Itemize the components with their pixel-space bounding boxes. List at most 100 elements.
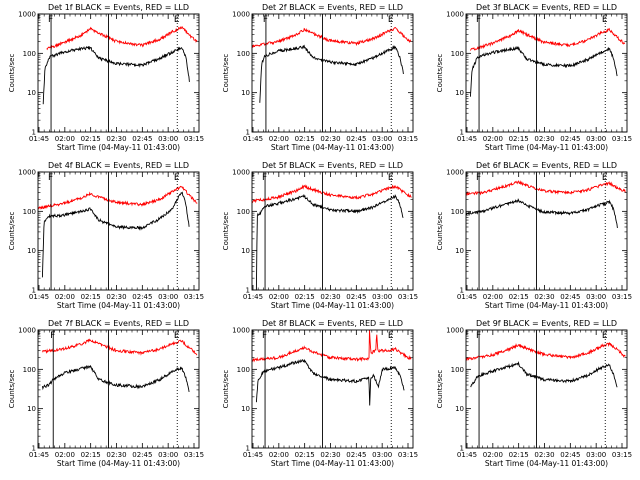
y-tick-label: 1 — [246, 129, 250, 137]
marker-label-e: E — [174, 173, 180, 183]
y-axis-label: Counts/sec — [222, 54, 230, 93]
y-tick-label: 1 — [246, 445, 250, 453]
marker-label-e: E — [174, 331, 180, 341]
x-tick-label: 03:00 — [586, 293, 606, 301]
chart-panel-3: Det 3f BLACK = Events, RED = LLD F E 1 10 100… — [436, 3, 632, 152]
chart-panel-1: Det 1f BLACK = Events, RED = LLD F E 1 10 100… — [8, 3, 204, 152]
y-tick-label: 100 — [23, 366, 36, 374]
chart-panel-7: Det 7f BLACK = Events, RED = LLD F E 1 10 100… — [8, 319, 204, 468]
y-tick-label: 10 — [455, 89, 464, 97]
x-tick-label: 02:45 — [132, 451, 152, 459]
x-tick-label: 02:15 — [295, 451, 315, 459]
x-tick-label: 01:45 — [457, 293, 477, 301]
y-tick-label: 10 — [455, 405, 464, 413]
x-tick-label: 02:00 — [483, 451, 503, 459]
y-tick-label: 100 — [237, 50, 250, 58]
series-group — [252, 330, 412, 406]
x-tick-label: 02:30 — [320, 135, 340, 143]
x-tick-label: 02:00 — [269, 293, 289, 301]
x-tick-label: 03:00 — [158, 293, 178, 301]
y-tick-label: 1 — [460, 129, 464, 137]
series-black-line — [469, 45, 618, 97]
y-tick-label: 10 — [241, 247, 250, 255]
plot-frame — [465, 329, 628, 449]
series-black-line — [255, 359, 405, 406]
marker-label-e: E — [388, 173, 394, 183]
x-tick-label: 03:15 — [612, 293, 632, 301]
marker-label-e: E — [388, 15, 394, 25]
y-tick-label: 1 — [32, 129, 36, 137]
series-black-line — [41, 191, 190, 278]
y-axis-label: Counts/sec — [436, 370, 444, 409]
plot-frame — [465, 171, 628, 291]
x-tick-label: 02:45 — [132, 135, 152, 143]
y-tick-label: 10 — [241, 405, 250, 413]
x-tick-label: 02:30 — [320, 451, 340, 459]
x-axis-label: Start Time (04-May-11 01:43:00) — [271, 301, 394, 310]
y-tick-label: 1000 — [18, 327, 36, 335]
marker-label-f: F — [50, 331, 55, 341]
x-tick-label: 02:30 — [534, 451, 554, 459]
x-tick-label: 02:30 — [106, 293, 126, 301]
x-tick-label: 02:30 — [106, 451, 126, 459]
x-tick-label: 02:00 — [483, 293, 503, 301]
x-tick-label: 02:45 — [132, 293, 152, 301]
x-tick-label: 02:45 — [560, 451, 580, 459]
marker-label-f: F — [262, 173, 267, 183]
y-tick-label: 1 — [460, 287, 464, 295]
series-group — [41, 338, 198, 392]
marker-label-f: F — [476, 173, 481, 183]
x-axis-label: Start Time (04-May-11 01:43:00) — [271, 143, 394, 152]
x-tick-label: 02:30 — [106, 135, 126, 143]
series-group — [466, 180, 626, 229]
x-tick-label: 03:00 — [586, 135, 606, 143]
x-tick-label: 02:15 — [509, 293, 529, 301]
chart-title: Det 7f BLACK = Events, RED = LLD — [48, 319, 189, 328]
x-axis-label: Start Time (04-May-11 01:43:00) — [485, 301, 608, 310]
series-black-line — [255, 193, 404, 290]
x-tick-label: 03:15 — [184, 293, 204, 301]
series-group — [38, 185, 198, 278]
series-black-line — [470, 361, 618, 388]
y-tick-label: 1 — [32, 287, 36, 295]
series-red-line — [41, 338, 198, 356]
series-red-line — [252, 184, 412, 204]
x-tick-label: 01:45 — [243, 451, 263, 459]
x-tick-label: 02:15 — [295, 135, 315, 143]
x-tick-label: 03:00 — [372, 135, 392, 143]
plot-frame — [37, 13, 200, 133]
x-tick-label: 03:00 — [158, 451, 178, 459]
y-tick-label: 1000 — [18, 169, 36, 177]
series-black-line — [42, 45, 190, 105]
y-tick-label: 1000 — [232, 327, 250, 335]
x-tick-label: 03:15 — [398, 293, 418, 301]
x-tick-label: 01:45 — [243, 293, 263, 301]
chart-panel-2: Det 2f BLACK = Events, RED = LLD F E 1 10 100… — [222, 3, 418, 152]
marker-label-e: E — [602, 331, 608, 341]
series-group — [42, 26, 198, 105]
y-tick-label: 100 — [451, 50, 464, 58]
series-black-line — [466, 198, 618, 229]
x-tick-label: 01:45 — [29, 135, 49, 143]
y-axis-label: Counts/sec — [222, 212, 230, 251]
x-tick-label: 01:45 — [243, 135, 263, 143]
x-tick-label: 01:45 — [29, 451, 49, 459]
chart-panel-4: Det 4f BLACK = Events, RED = LLD F E 1 10 100… — [8, 161, 204, 310]
x-tick-label: 02:00 — [55, 135, 75, 143]
x-tick-label: 03:15 — [612, 451, 632, 459]
x-tick-label: 02:00 — [269, 135, 289, 143]
y-tick-label: 10 — [27, 405, 36, 413]
y-axis-label: Counts/sec — [436, 212, 444, 251]
x-tick-label: 02:00 — [483, 135, 503, 143]
chart-title: Det 2f BLACK = Events, RED = LLD — [262, 3, 403, 12]
x-tick-label: 02:00 — [269, 451, 289, 459]
y-axis-label: Counts/sec — [8, 212, 16, 251]
chart-title: Det 5f BLACK = Events, RED = LLD — [262, 161, 403, 170]
x-tick-label: 02:45 — [346, 451, 366, 459]
y-tick-label: 10 — [241, 89, 250, 97]
chart-title: Det 1f BLACK = Events, RED = LLD — [48, 3, 189, 12]
x-tick-label: 02:45 — [346, 135, 366, 143]
series-group — [469, 27, 626, 97]
marker-label-e: E — [174, 15, 180, 25]
series-red-line — [470, 27, 626, 51]
